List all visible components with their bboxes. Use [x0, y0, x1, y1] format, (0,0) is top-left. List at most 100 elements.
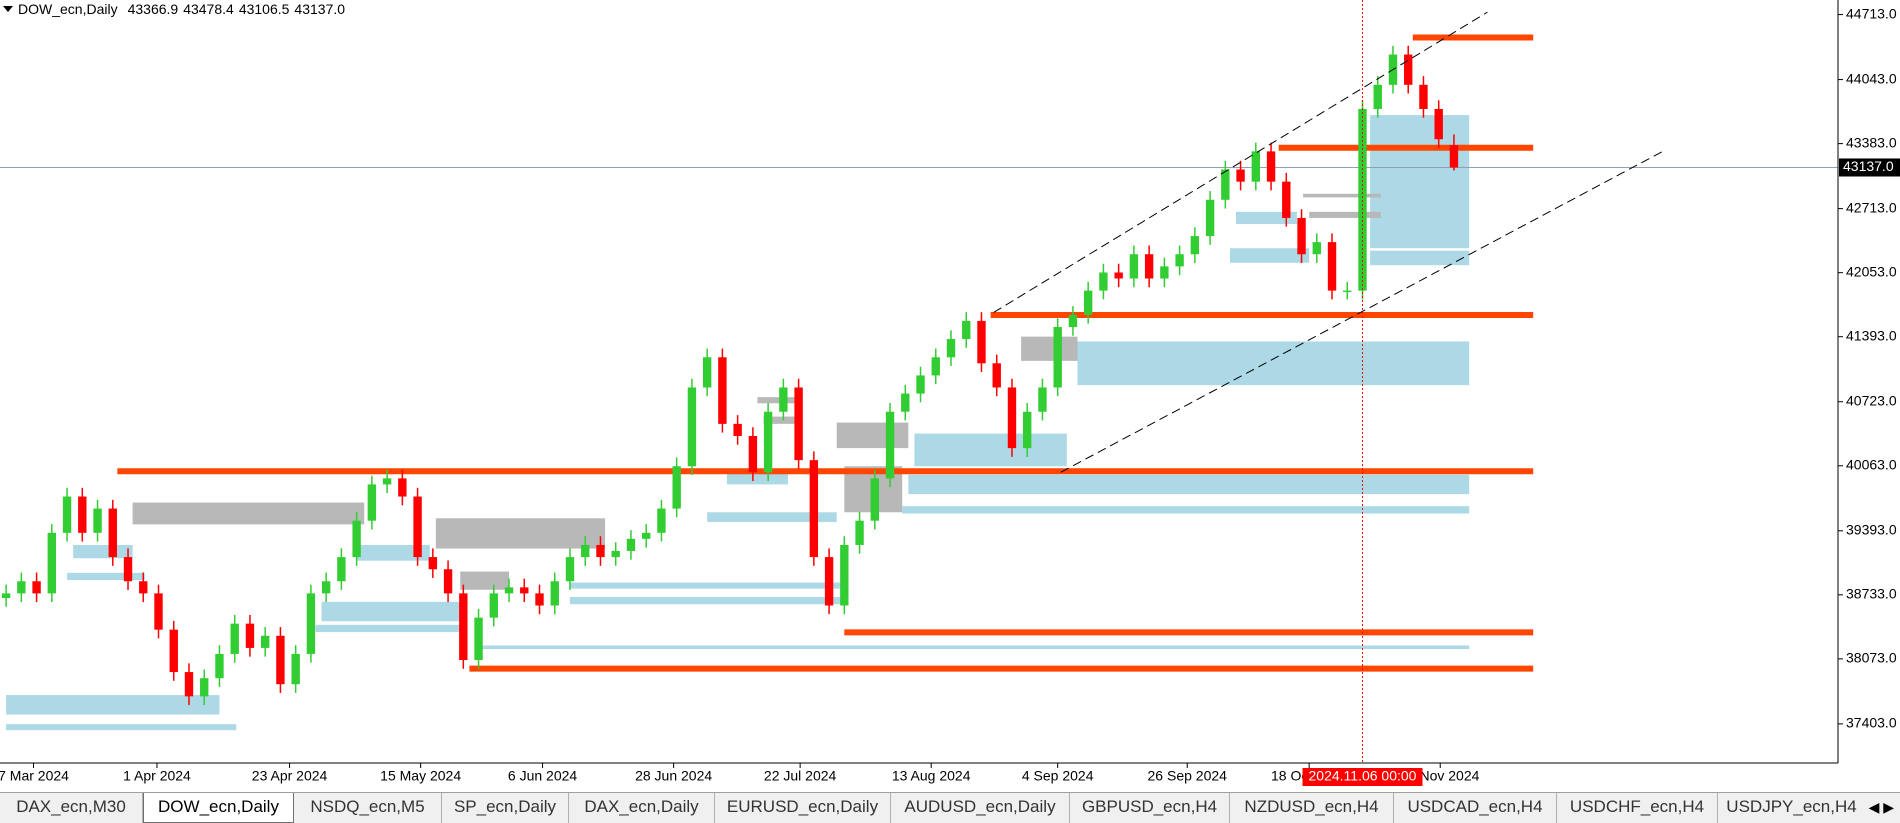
candle-body [1449, 145, 1459, 168]
candle-body [733, 423, 742, 436]
candle-body [78, 496, 87, 533]
demand-zone [356, 544, 430, 561]
candle-body [794, 387, 803, 461]
tab[interactable]: DOW_ecn,Daily [143, 793, 294, 823]
tab[interactable]: USDCAD_ecn,H4 [1394, 793, 1557, 823]
supply-zone [435, 518, 606, 549]
supply-zone [763, 416, 801, 424]
candle-body [398, 478, 407, 497]
tab[interactable]: DAX_ecn,Daily [569, 793, 715, 823]
candle-body [93, 508, 102, 533]
candle-body [337, 557, 346, 582]
candle-body [581, 544, 590, 558]
candle-body [1373, 84, 1382, 109]
candle-body [459, 593, 468, 661]
candle-body [230, 623, 239, 654]
supply-zone [836, 422, 909, 449]
supply-zone [1303, 193, 1381, 198]
demand-zone [321, 601, 461, 622]
candle-body [428, 557, 438, 570]
candle-body [1343, 290, 1352, 293]
y-tick-label: 39393.0 [1846, 521, 1897, 537]
candle-body [1297, 217, 1306, 255]
tab[interactable]: DAX_ecn,M30 [0, 793, 143, 823]
supply-zone [757, 397, 801, 404]
supply-zone [1021, 336, 1078, 361]
tab[interactable]: SP_ecn,Daily [442, 793, 569, 823]
levels [0, 34, 1838, 672]
y-tick-label: 42053.0 [1846, 263, 1897, 279]
candle-body [763, 411, 773, 473]
x-tick-label: 15 May 2024 [380, 768, 461, 784]
candle-body [1419, 84, 1428, 109]
candle-body [1282, 181, 1291, 218]
candle-body [1236, 169, 1245, 182]
low-value: 43106.5 [239, 1, 290, 17]
candle-body [1175, 254, 1184, 267]
candle-body [474, 617, 483, 661]
candle-body [245, 623, 255, 648]
demand-zone [707, 512, 837, 522]
candle-body [1190, 236, 1200, 255]
candle-body [626, 538, 636, 551]
candle-body [62, 496, 72, 533]
demand-zone [569, 582, 848, 589]
candles [1, 45, 1459, 706]
candle-body [367, 484, 377, 521]
tab[interactable]: USDJPY_ecn,H4 [1718, 793, 1866, 823]
candle-body [672, 466, 681, 509]
demand-zone [6, 724, 237, 731]
demand-zone [914, 433, 1067, 467]
symbol-tabs: DAX_ecn,M30 DOW_ecn,Daily NSDQ_ecn,M5 SP_ec… [0, 792, 1900, 823]
y-tick-label: 38073.0 [1846, 650, 1897, 666]
crosshair-label: 2024.11.06 00:00 [1309, 768, 1417, 784]
candle-body [32, 581, 41, 594]
tab[interactable]: GBPUSD_ecn,H4 [1070, 793, 1230, 823]
candle-body [657, 508, 666, 533]
candle-body [139, 581, 148, 594]
y-tick-label: 43383.0 [1846, 134, 1897, 150]
x-tick-label: 1 Apr 2024 [123, 768, 191, 784]
close-value: 43137.0 [294, 1, 345, 17]
chart: 44713.0 44043.0 43383.0 42713.0 42053.0 41393… [0, 0, 1900, 786]
tab[interactable]: NZDUSD_ecn,H4 [1230, 793, 1394, 823]
y-tick-label: 37403.0 [1846, 715, 1897, 731]
candle-body [169, 629, 178, 673]
tab[interactable]: NSDQ_ecn,M5 [294, 793, 442, 823]
candle-body [123, 557, 133, 582]
collapse-icon[interactable] [3, 6, 13, 12]
x-tick-label: 7 Mar 2024 [0, 768, 69, 784]
candle-body [1266, 151, 1276, 182]
candle-body [779, 387, 788, 412]
tab[interactable]: EURUSD_ecn,Daily [715, 793, 891, 823]
demand-zone [902, 506, 1470, 514]
candle-body [1144, 254, 1154, 279]
demand-zone [1370, 115, 1470, 249]
y-tick-label: 41393.0 [1846, 327, 1897, 343]
overlay [993, 0, 1663, 763]
candle-body [108, 508, 117, 558]
candle-body [352, 520, 361, 558]
candle-body [596, 544, 605, 558]
candle-body [550, 581, 559, 606]
demand-zone [1077, 341, 1470, 386]
tab-scroll[interactable]: ◀ ▶ [1862, 793, 1894, 823]
x-tick-label: 22 Jul 2024 [764, 768, 837, 784]
candle-body [291, 653, 300, 685]
channel-line [1060, 150, 1663, 473]
candle-body [1312, 242, 1321, 255]
candle-body [702, 357, 712, 388]
candle-body [1038, 387, 1047, 412]
candle-body [382, 478, 392, 485]
candle-body [47, 532, 57, 594]
tab[interactable]: AUDUSD_ecn,Daily [891, 793, 1070, 823]
candle-body [1083, 290, 1093, 315]
demand-zone [1229, 248, 1310, 263]
high-value: 43478.4 [183, 1, 234, 17]
candle-body [1221, 169, 1230, 200]
tab[interactable]: USDCHF_ecn,H4 [1557, 793, 1718, 823]
candle-body [306, 593, 316, 654]
candle-body [1023, 411, 1032, 449]
demand-zone [1370, 250, 1470, 266]
candle-body [215, 653, 224, 679]
